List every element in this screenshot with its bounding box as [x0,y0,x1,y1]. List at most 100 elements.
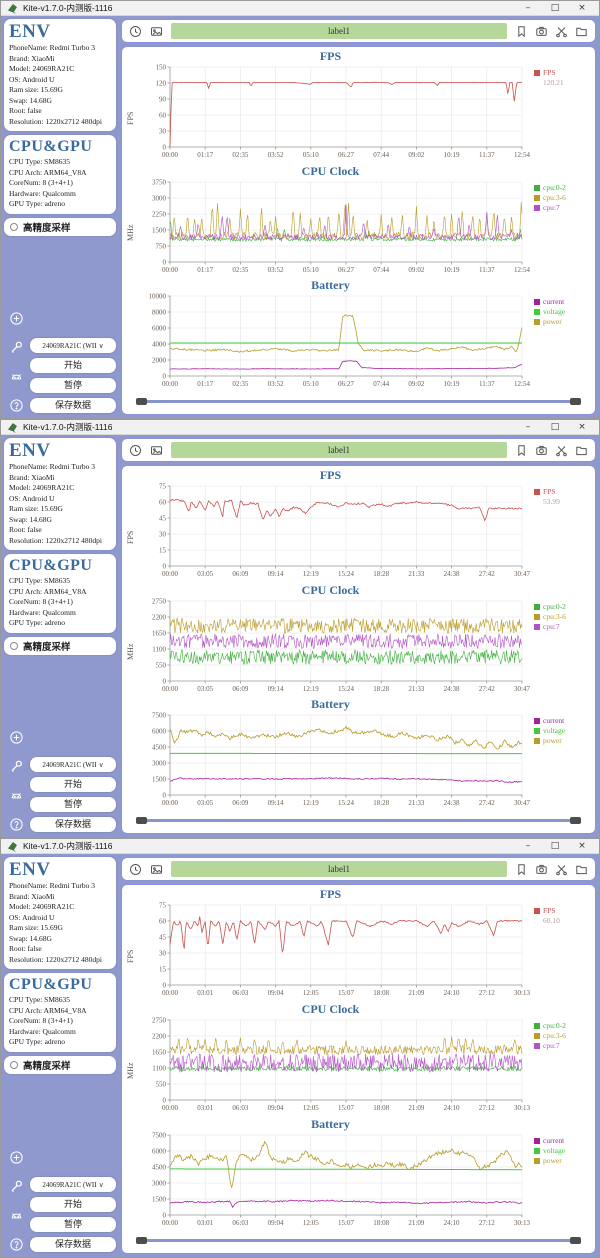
svg-text:150: 150 [156,63,167,71]
legend-entry: FPS [534,487,588,497]
legend-label: cpu:0-2 [543,601,566,611]
env-item: PhoneName: Redmi Turbo 3 [9,881,96,890]
minimize-button[interactable]: – [525,841,531,851]
close-button[interactable]: × [578,841,586,851]
cpu-gpu-item: CPU Type: SM8635 [9,157,71,166]
svg-text:09:14: 09:14 [268,570,284,578]
screenshot-icon[interactable] [150,444,163,457]
device-select[interactable]: 24069RA21C (WII ∨ [30,338,116,353]
scissors-icon[interactable] [555,444,568,457]
close-button[interactable]: × [578,422,586,432]
wrench-icon[interactable] [9,759,24,774]
minimize-button[interactable]: – [525,422,531,432]
pause-button[interactable]: 暂停 [30,797,116,812]
scissors-icon[interactable] [555,863,568,876]
save-data-button[interactable]: 保存数据 [30,1237,116,1252]
device-select[interactable]: 24069RA21C (WII ∨ [30,1177,116,1192]
screenshot-icon[interactable] [150,25,163,38]
time-range-slider[interactable] [126,1233,591,1251]
legend-entry: power [534,1156,588,1166]
device-select[interactable]: 24069RA21C (WII ∨ [30,757,116,772]
slider-handle-left[interactable] [136,397,147,405]
svg-text:21:09: 21:09 [408,1104,424,1112]
maximize-button[interactable]: □ [550,841,560,851]
bookmark-icon[interactable] [515,863,528,876]
android-icon[interactable] [9,788,24,803]
maximize-button[interactable]: □ [550,3,560,13]
svg-text:4500: 4500 [152,1163,167,1171]
slider-track[interactable] [147,399,570,403]
maximize-button[interactable]: □ [550,422,560,432]
wrench-icon[interactable] [9,1179,24,1194]
toolbar-right-icons [515,25,588,38]
minimize-button[interactable]: – [525,3,531,13]
screenshot-icon[interactable] [150,863,163,876]
pause-button[interactable]: 暂停 [30,378,116,393]
legend-swatch-icon [534,1033,540,1039]
y-axis-label [126,292,136,392]
start-button[interactable]: 开始 [30,777,116,792]
close-button[interactable]: × [578,3,586,13]
circle-plus-icon[interactable] [9,1150,24,1165]
fps-chart: FPS FPS 0 30 60 90 120 150 00:00 01:17 02:35 03:5… [126,50,591,163]
bookmark-icon[interactable] [515,25,528,38]
svg-text:30: 30 [159,127,167,135]
start-button[interactable]: 开始 [30,1197,116,1212]
chart-legend: cpu:0-2 cpu:3-6 cpu:7 [534,597,588,697]
time-range-slider[interactable] [126,813,591,831]
high-precision-sampling-checkbox[interactable]: 高精度采样 [4,217,116,236]
svg-text:03:05: 03:05 [197,799,213,807]
camera-icon[interactable] [535,863,548,876]
y-axis-label: MHz [126,1062,135,1080]
window-content: ENV PhoneName: Redmi Turbo 3 Brand: Xiao… [1,16,599,418]
high-precision-sampling-checkbox[interactable]: 高精度采样 [4,636,116,655]
env-card: ENV PhoneName: Redmi Turbo 3 Brand: Xiao… [4,19,116,131]
folder-icon[interactable] [575,863,588,876]
radio-icon[interactable] [10,641,18,650]
high-precision-sampling-checkbox[interactable]: 高精度采样 [4,1055,116,1074]
legend-swatch-icon [534,309,540,316]
slider-handle-right[interactable] [570,397,581,405]
svg-text:1650: 1650 [152,1048,167,1056]
slider-track[interactable] [147,818,570,822]
slider-handle-right[interactable] [570,816,581,824]
camera-icon[interactable] [535,25,548,38]
time-range-slider[interactable] [126,394,591,412]
time-icon[interactable] [129,444,142,457]
cpu-gpu-item: CPU Arch: ARM64_V8A [9,167,87,177]
bookmark-icon[interactable] [515,444,528,457]
pause-button[interactable]: 暂停 [30,1217,116,1232]
wrench-icon[interactable] [9,340,24,355]
save-data-button[interactable]: 保存数据 [30,398,116,413]
time-icon[interactable] [129,863,142,876]
svg-text:27:42: 27:42 [479,685,495,693]
radio-icon[interactable] [10,1060,18,1069]
slider-handle-left[interactable] [136,816,147,824]
folder-icon[interactable] [575,25,588,38]
camera-icon[interactable] [535,444,548,457]
slider-handle-right[interactable] [570,1237,581,1244]
slider-handle-left[interactable] [136,1237,147,1244]
svg-text:6000: 6000 [152,325,167,333]
question-icon[interactable] [9,817,24,832]
question-icon[interactable] [9,1237,24,1252]
question-icon[interactable] [9,398,24,413]
save-data-button[interactable]: 保存数据 [30,817,116,832]
chart-plot: 0 15 30 45 60 75 00:00 03:05 06:09 09:14 12:19 15:2… [159,482,530,578]
svg-text:24:38: 24:38 [444,799,460,807]
env-item: Model: 24069RA21C [9,902,75,911]
android-icon[interactable] [9,1208,24,1223]
circle-plus-icon[interactable] [9,730,24,745]
scissors-icon[interactable] [555,25,568,38]
legend-entry: cpu:0-2 [534,183,588,193]
folder-icon[interactable] [575,444,588,457]
svg-text:0: 0 [163,143,167,151]
android-icon[interactable] [9,369,24,384]
svg-text:10000: 10000 [149,293,167,301]
start-button[interactable]: 开始 [30,358,116,373]
slider-track[interactable] [147,1239,570,1242]
time-icon[interactable] [129,25,142,38]
radio-icon[interactable] [10,222,18,231]
circle-plus-icon[interactable] [9,311,24,326]
legend-label: voltage [543,307,566,317]
